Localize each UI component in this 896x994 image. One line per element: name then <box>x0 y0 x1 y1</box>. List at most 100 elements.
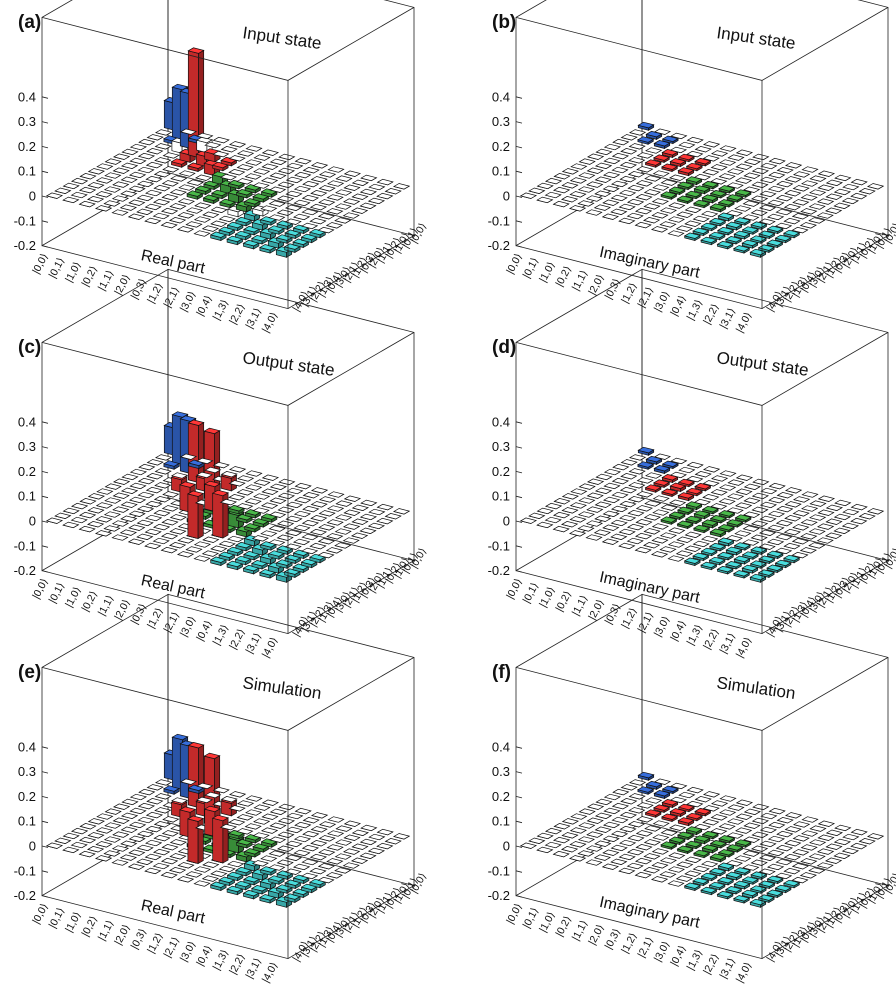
bar-11-6 <box>767 524 785 532</box>
bar-5-0 <box>245 795 263 802</box>
bar-4-13 <box>119 529 138 536</box>
bar-12-2 <box>817 184 835 191</box>
bar-9-9 <box>709 203 727 213</box>
bar-12-8 <box>766 863 785 871</box>
bar-3-12 <box>111 195 130 202</box>
bar-3-0 <box>212 786 230 794</box>
bar-5-9 <box>643 514 662 521</box>
bar-2-1 <box>661 135 680 145</box>
bar-8-13 <box>185 546 203 553</box>
bar-2-10 <box>112 831 130 838</box>
bar-5-8 <box>652 834 670 841</box>
bar-9-1 <box>302 817 320 824</box>
bar-5-11 <box>626 198 645 206</box>
bar-5-3 <box>694 807 712 817</box>
z-tick-mark <box>515 146 523 149</box>
bar-14-1 <box>384 838 402 845</box>
bar-11-5 <box>301 194 320 202</box>
bar-6-11 <box>643 203 661 210</box>
bar-3-9 <box>136 505 155 513</box>
bar-4-4 <box>669 482 687 493</box>
bar-5-12 <box>618 528 636 536</box>
bar-6-11 <box>643 853 661 860</box>
z-tick-label: 0.2 <box>492 789 510 804</box>
z-tick-label: 0 <box>29 514 36 529</box>
bar-9-10 <box>700 535 719 543</box>
bar-3-12 <box>585 845 604 852</box>
z-tick-label: -0.2 <box>488 563 510 578</box>
z-tick-label: 0 <box>29 839 36 854</box>
bar-11-0 <box>343 820 362 827</box>
bar-2-0 <box>670 782 688 790</box>
bar-8-0 <box>768 807 786 815</box>
bar-12-5 <box>318 849 336 856</box>
panel-c: 0.40.30.20.10-0.1-0.2|0,0⟩|4,0⟩|0,1⟩|3,1… <box>14 268 429 660</box>
bar-5-14 <box>127 538 146 545</box>
bar-10-12 <box>226 546 244 557</box>
bar-3-7 <box>153 821 172 828</box>
bar-9-9 <box>235 851 253 863</box>
bar-1-4 <box>146 798 164 805</box>
bar-0-11 <box>544 177 563 185</box>
bar-0-9 <box>561 493 580 500</box>
bar-6-12 <box>634 207 653 215</box>
axes-box-back <box>515 593 889 960</box>
bar-14-5 <box>824 207 843 214</box>
bar-11-1 <box>335 500 353 507</box>
z-tick-label: 0.4 <box>18 414 36 429</box>
bar-6-11 <box>643 528 661 535</box>
bar-4-1 <box>220 146 238 153</box>
bar-0-14 <box>519 517 538 524</box>
bar-5-10 <box>161 519 179 526</box>
bar-3-14 <box>94 530 113 537</box>
bar-5-7 <box>660 504 678 511</box>
bar-5-1 <box>710 800 729 807</box>
bars <box>519 771 885 908</box>
bar-7-1 <box>743 808 762 815</box>
bar-7-9 <box>676 845 694 855</box>
bar-5-1 <box>236 150 255 157</box>
bar-2-8 <box>128 496 147 504</box>
bar-8-13 <box>659 221 677 228</box>
bar-11-7 <box>284 854 303 861</box>
bar-3-8 <box>619 825 637 833</box>
bar-2-8 <box>602 171 621 179</box>
bar-3-14 <box>94 855 113 862</box>
bar-14-13 <box>757 894 776 904</box>
bar-10-8 <box>734 530 752 537</box>
bar-4-13 <box>119 854 138 861</box>
bar-9-7 <box>726 194 744 203</box>
axes-box-back <box>41 593 415 960</box>
bar-7-6 <box>701 830 720 840</box>
bar-2-9 <box>594 176 612 183</box>
bar-12-6 <box>309 853 328 861</box>
bar-8-11 <box>676 861 694 868</box>
bar-14-0 <box>392 833 411 840</box>
bar-5-4 <box>685 812 704 822</box>
bar-10-0 <box>801 816 819 823</box>
bar-1-13 <box>70 516 88 524</box>
bar-14-6 <box>816 862 834 869</box>
bar-11-4 <box>784 515 802 522</box>
bar-14-11 <box>300 558 318 569</box>
bar-6-14 <box>618 217 636 225</box>
bar-2-11 <box>103 186 122 193</box>
bar-1-8 <box>112 167 130 174</box>
bar-3-0 <box>686 136 704 144</box>
axes-box-front <box>41 332 415 634</box>
bar-7-10 <box>668 852 686 859</box>
bar-2-11 <box>103 836 122 843</box>
z-tick-mark <box>41 146 49 149</box>
z-tick-label: 0.4 <box>18 89 36 104</box>
bar-13-3 <box>351 518 369 525</box>
bar-2-11 <box>577 186 596 193</box>
bar-8-5 <box>726 182 744 189</box>
bar-10-12 <box>700 872 718 882</box>
bar-5-9 <box>643 189 662 196</box>
bar-1-7 <box>594 812 613 819</box>
bar-13-1 <box>842 508 860 516</box>
bar-11-12 <box>716 551 735 561</box>
bar-4-3 <box>677 153 696 163</box>
bar-10-0 <box>801 166 819 173</box>
bar-1-9 <box>578 497 596 504</box>
